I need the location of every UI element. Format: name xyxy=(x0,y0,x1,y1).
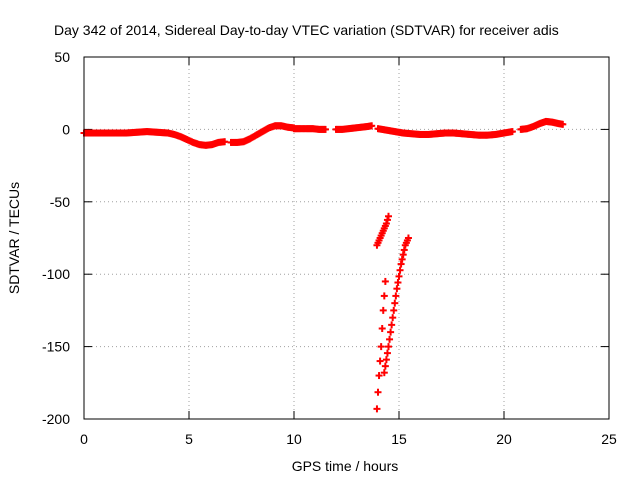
data-point xyxy=(385,343,392,351)
x-tick-label: 20 xyxy=(496,431,512,447)
y-tick-label: -150 xyxy=(42,339,70,355)
data-point xyxy=(378,325,386,332)
data-point xyxy=(376,357,384,365)
data-point xyxy=(404,234,412,242)
data-point xyxy=(396,266,404,274)
x-tick-label: 10 xyxy=(286,431,302,447)
data-point xyxy=(381,277,389,285)
data-point xyxy=(380,369,388,377)
data-point xyxy=(374,388,382,396)
y-tick-label: -100 xyxy=(42,266,70,282)
x-tick-label: 25 xyxy=(601,431,617,447)
data-point xyxy=(368,122,376,130)
y-tick-label: -50 xyxy=(50,194,70,210)
y-tick-label: 0 xyxy=(62,121,70,137)
data-point xyxy=(394,279,402,287)
data-point xyxy=(399,251,407,259)
data-point xyxy=(400,246,408,254)
data-point xyxy=(395,272,403,280)
data-point xyxy=(383,216,391,224)
data-point xyxy=(379,306,387,314)
data-point xyxy=(382,356,390,364)
data-point xyxy=(398,255,406,263)
data-point xyxy=(383,349,391,357)
data-point xyxy=(386,335,394,343)
data-point xyxy=(559,120,567,128)
data-point xyxy=(508,128,516,136)
data-point xyxy=(390,306,398,314)
grid-layer xyxy=(84,57,609,419)
x-tick-label: 15 xyxy=(391,431,407,447)
x-tick-label: 5 xyxy=(185,431,193,447)
data-point xyxy=(391,299,399,307)
plot-frame xyxy=(83,56,610,420)
x-tick-label: 0 xyxy=(80,431,88,447)
chart-title: Day 342 of 2014, Sidereal Day-to-day VTE… xyxy=(54,22,559,38)
data-point xyxy=(380,292,388,300)
data-point xyxy=(397,260,405,268)
data-point xyxy=(381,362,389,370)
data-point xyxy=(377,343,385,351)
y-tick-label: 50 xyxy=(54,49,70,65)
data-point xyxy=(382,220,390,228)
y-tick-label: -200 xyxy=(42,411,70,427)
data-point xyxy=(392,292,400,300)
data-point xyxy=(221,138,229,146)
data-point xyxy=(385,212,392,220)
data-point xyxy=(388,321,396,329)
data-point xyxy=(387,328,395,336)
data-point xyxy=(389,314,397,322)
data-point xyxy=(322,125,329,133)
x-axis-title: GPS time / hours xyxy=(292,458,399,474)
data-point xyxy=(375,372,383,380)
data-point xyxy=(393,285,401,293)
data-point xyxy=(373,405,381,413)
data-layer xyxy=(80,117,567,413)
y-axis-title: SDTVAR / TECUs xyxy=(6,182,22,294)
